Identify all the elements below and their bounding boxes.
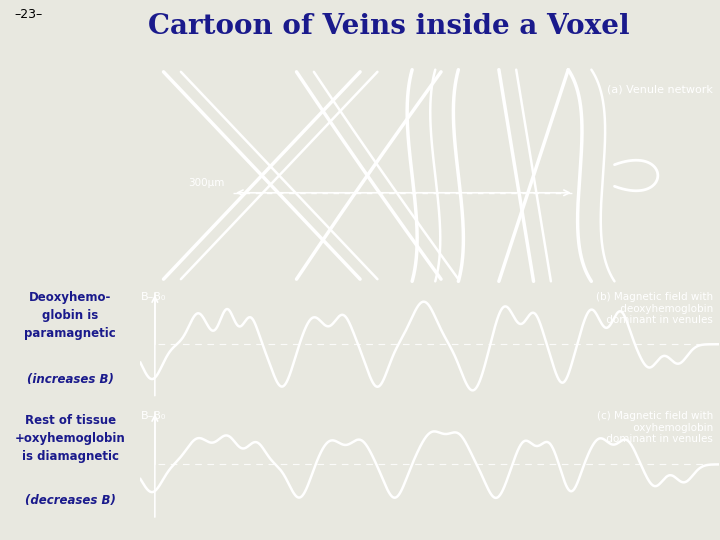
Text: (a) Venule network: (a) Venule network: [607, 85, 713, 95]
Text: (c) Magnetic field with
     oxyhemoglobin
     dominant in venules: (c) Magnetic field with oxyhemoglobin do…: [590, 411, 713, 444]
Text: (decreases B): (decreases B): [24, 494, 116, 507]
Text: Deoxyhemo-
globin is
paramagnetic: Deoxyhemo- globin is paramagnetic: [24, 291, 116, 340]
Text: (b) Magnetic field with
     deoxyhemoglobin
     dominant in venules: (b) Magnetic field with deoxyhemoglobin …: [590, 292, 713, 325]
Text: B–B₀: B–B₀: [140, 411, 166, 421]
Text: –23–: –23–: [14, 8, 42, 21]
Text: (increases B): (increases B): [27, 373, 114, 386]
Text: 300μm: 300μm: [188, 178, 224, 188]
Text: B–B₀: B–B₀: [140, 292, 166, 302]
Text: Cartoon of Veins inside a Voxel: Cartoon of Veins inside a Voxel: [148, 14, 629, 40]
Text: Rest of tissue
+oxyhemoglobin
is diamagnetic: Rest of tissue +oxyhemoglobin is diamagn…: [15, 414, 125, 463]
